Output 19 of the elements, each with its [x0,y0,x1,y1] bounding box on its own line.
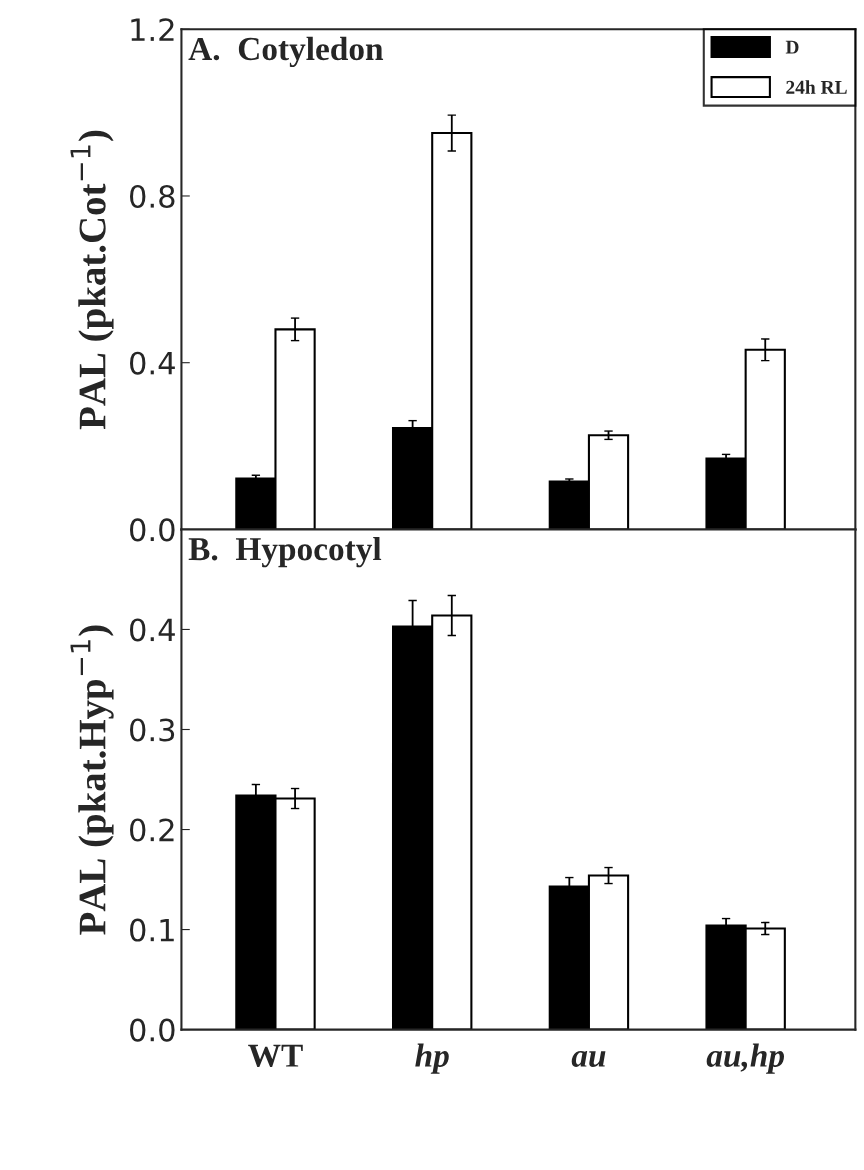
x-tick-label: WT [248,1044,303,1068]
y-tick-label: 0.4 [130,618,175,642]
y-axis-title: PAL (pkat.Cot$^{−1}$) [70,130,114,430]
y-tick-label: 0.8 [130,184,175,209]
legend-label: 24h RL [786,80,847,94]
legend-label: D [785,40,799,54]
x-tick-label: au,hp [706,1043,785,1074]
chart-title: B. Hypocotyl [188,536,382,568]
y-tick-label: 0.4 [130,351,175,375]
y-tick-label: 0.2 [130,818,174,842]
x-tick-label: hp [415,1043,449,1074]
x-tick-label: au [571,1050,606,1068]
y-tick-label: 0.0 [130,518,175,542]
y-axis-title: PAL (pkat.Hyp$^{−1}$) [70,625,114,935]
y-tick-label: 0.0 [130,1018,175,1042]
y-tick-label: 0.3 [130,718,175,742]
y-tick-label: 0.1 [130,918,174,942]
chart-title: A. Cotyledon [188,36,384,68]
y-tick-label: 1.2 [131,18,174,41]
